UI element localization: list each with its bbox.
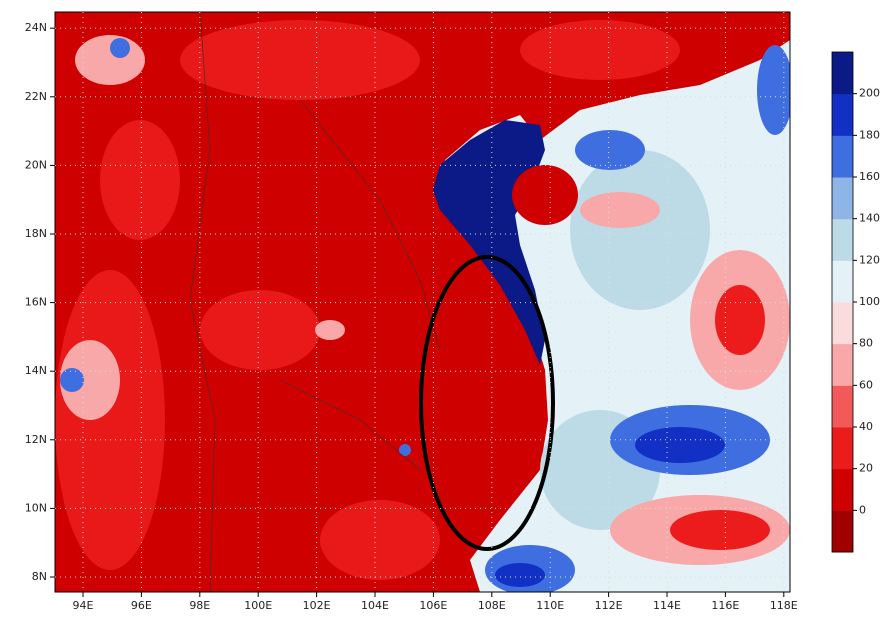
lon-label: 104E: [361, 599, 389, 612]
colorbar-swatch: [832, 218, 853, 261]
colorbar-label: 20: [859, 462, 873, 475]
lon-label: 114E: [653, 599, 681, 612]
colorbar-swatch: [832, 343, 853, 386]
lat-label: 8N: [32, 570, 47, 583]
colorbar-label: 200: [859, 87, 880, 100]
colorbar-label: 40: [859, 420, 873, 433]
lat-label: 20N: [25, 158, 47, 171]
lon-label: 94E: [73, 599, 94, 612]
lon-label: 102E: [303, 599, 331, 612]
lon-label: 100E: [244, 599, 272, 612]
colorbar-label: 180: [859, 128, 880, 141]
colorbar-swatch: [832, 468, 853, 511]
colorbar-swatch: [832, 510, 853, 553]
lon-label: 116E: [711, 599, 739, 612]
colorbar-swatch: [832, 52, 853, 95]
colorbar-label: 160: [859, 170, 880, 183]
colorbar-swatch: [832, 427, 853, 470]
colorbar-label: 140: [859, 212, 880, 225]
colorbar-label: 120: [859, 253, 880, 266]
lat-label: 12N: [25, 433, 47, 446]
lat-label: 24N: [25, 21, 47, 34]
map-field: [55, 12, 790, 592]
colorbar-swatch: [832, 260, 853, 303]
colorbar-label: 60: [859, 378, 873, 391]
lat-label: 16N: [25, 296, 47, 309]
colorbar-label: 100: [859, 295, 880, 308]
colorbar-swatch: [832, 135, 853, 178]
colorbar-swatch: [832, 177, 853, 220]
lon-label: 108E: [478, 599, 506, 612]
lon-label: 96E: [131, 599, 152, 612]
lat-label: 22N: [25, 90, 47, 103]
lat-label: 14N: [25, 364, 47, 377]
lon-label: 106E: [419, 599, 447, 612]
lon-label: 118E: [770, 599, 798, 612]
colorbar-swatch: [832, 302, 853, 345]
colorbar-swatch: [832, 385, 853, 428]
lon-label: 112E: [595, 599, 623, 612]
lat-label: 10N: [25, 501, 47, 514]
colorbar-label: 80: [859, 337, 873, 350]
lat-label: 18N: [25, 227, 47, 240]
colorbar-label: 0: [859, 503, 866, 516]
lon-label: 98E: [189, 599, 210, 612]
colorbar-swatch: [832, 93, 853, 136]
lon-label: 110E: [536, 599, 564, 612]
